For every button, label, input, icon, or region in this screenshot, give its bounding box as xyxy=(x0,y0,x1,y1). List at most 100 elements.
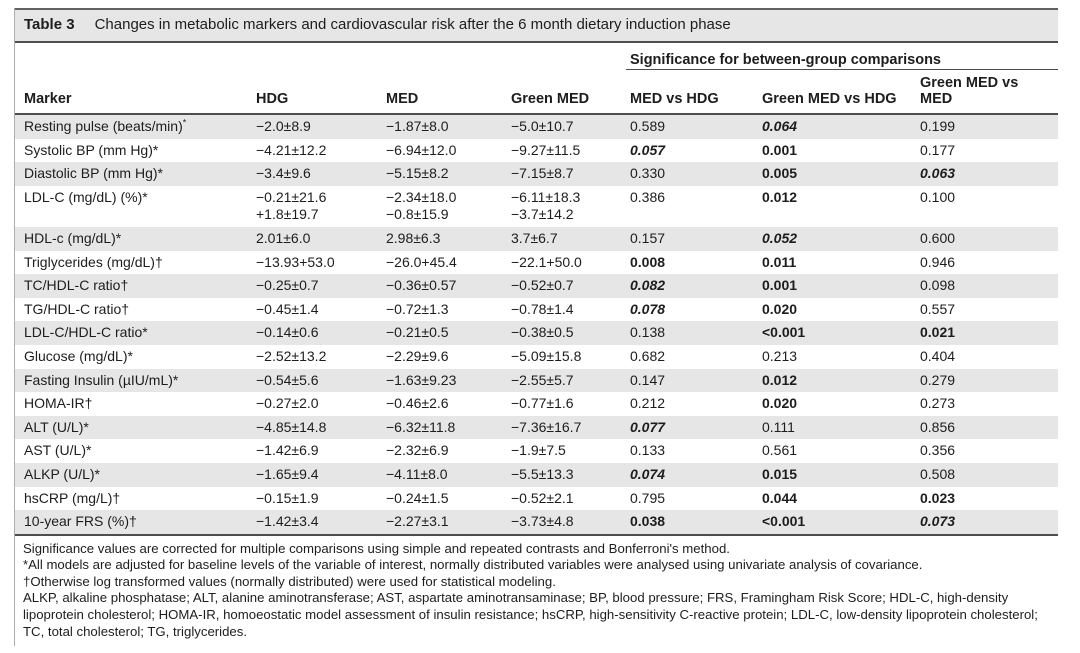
table-header: Significance for between-group compariso… xyxy=(15,43,1059,115)
significance-cell: 0.682 xyxy=(630,347,666,364)
significance-cell: 0.077 xyxy=(630,418,666,435)
column-header: Green MED xyxy=(507,69,626,115)
value-cell-med: −2.32±6.9 xyxy=(386,442,449,459)
column-header: Marker xyxy=(15,69,252,115)
marker-label: HOMA-IR† xyxy=(24,395,93,412)
results-table: Significance for between-group compariso… xyxy=(15,43,1059,536)
significance-cell: 0.404 xyxy=(920,347,956,364)
marker-cell: HOMA-IR† xyxy=(15,392,252,416)
significance-cell: 0.330 xyxy=(630,165,666,182)
significance-cell: 0.082 xyxy=(630,277,666,294)
significance-cell: <0.001 xyxy=(758,510,916,536)
marker-label: LDL-C (mg/dL) (%)* xyxy=(24,188,148,205)
footnotes: Significance values are corrected for mu… xyxy=(15,536,1058,647)
table-row: TG/HDL-C ratio† −0.45±1.4 −0.72±1.3 −0.78±1… xyxy=(15,298,1058,322)
significance-cell: 0.199 xyxy=(920,118,956,134)
marker-label: Systolic BP (mm Hg)* xyxy=(24,141,159,158)
table-row: ALT (U/L)* −4.85±14.8 −6.32±11.8 −7.36±16.7… xyxy=(15,415,1059,440)
value-cell-hdg: −1.65±9.4 xyxy=(256,465,319,482)
value-cell-med: −1.87±8.0 xyxy=(386,118,449,134)
table-row: Systolic BP (mm Hg)* −4.21±12.2 −6.94±12.0… xyxy=(15,139,1058,163)
significance-cell: 0.074 xyxy=(630,465,666,482)
marker-cell: LDL-C (mg/dL) (%)* xyxy=(15,186,252,227)
footnote-line: Significance values are corrected for mu… xyxy=(23,540,730,556)
column-header: MED vs HDG xyxy=(626,69,758,115)
table-row: HDL-c (mg/dL)* 2.01±6.0 2.98±6.3 3.7±6.7 0.1… xyxy=(15,226,1059,251)
marker-label: Fasting Insulin (µIU/mL)* xyxy=(24,371,179,388)
significance-cell: 0.012 xyxy=(762,188,798,205)
significance-cell: 0.011 xyxy=(762,253,797,270)
footnote-line: *All models are adjusted for baseline le… xyxy=(23,557,923,573)
significance-cell: 0.386 xyxy=(630,188,666,205)
marker-label: HDL-c (mg/dL)* xyxy=(24,229,122,246)
value-cell-green-med: −5.09±15.8 xyxy=(511,347,582,364)
value-cell-green-med: −6.11±18.3 −3.7±14.2 xyxy=(511,188,581,223)
column-header: Green MED vs HDG xyxy=(758,69,916,115)
marker-cell: Fasting Insulin (µIU/mL)* xyxy=(15,369,252,393)
value-cell-med: −26.0+45.4 xyxy=(386,253,457,270)
table-row: Diastolic BP (mm Hg)* −3.4±9.6 −5.15±8.2 −7… xyxy=(15,162,1059,186)
significance-cell: 0.600 xyxy=(920,229,956,246)
value-cell-hdg: −0.45±1.4 xyxy=(256,300,319,317)
table-row: Fasting Insulin (µIU/mL)* −0.54±5.6 −1.63±… xyxy=(15,368,1059,393)
significance-cell: 0.795 xyxy=(630,489,666,506)
value-cell-hdg: −4.21±12.2 xyxy=(256,141,327,158)
value-cell-green-med: 3.7±6.7 xyxy=(511,229,558,246)
value-cell-green-med: −9.27±11.5 xyxy=(511,141,581,158)
value-cell-hdg: −0.54±5.6 xyxy=(256,371,319,388)
table-row: Resting pulse (beats/min)* −2.0±8.9 −1.87±… xyxy=(15,114,1059,139)
value-cell-green-med: −22.1+50.0 xyxy=(511,253,582,270)
table-row: 10-year FRS (%)† −1.42±3.4 −2.27±3.1 −3.73±… xyxy=(15,510,1059,536)
table-row: LDL-C/HDL-C ratio* −0.14±0.6 −0.21±0.5 −0.3… xyxy=(15,321,1059,345)
value-cell-green-med: −2.55±5.7 xyxy=(511,371,574,388)
significance-cell: 0.157 xyxy=(630,229,666,246)
value-cell-hdg: −3.4±9.6 xyxy=(256,165,311,182)
value-cell-med: −0.24±1.5 xyxy=(386,489,449,506)
significance-cell: 0.063 xyxy=(920,165,956,182)
significance-cell: 0.098 xyxy=(920,277,956,294)
value-cell-hdg: −13.93+53.0 xyxy=(256,253,335,270)
significance-cell: 0.021 xyxy=(920,324,956,341)
value-cell-med: −6.32±11.8 xyxy=(386,418,456,435)
marker-cell: Systolic BP (mm Hg)* xyxy=(15,139,252,163)
value-cell-green-med: −1.9±7.5 xyxy=(511,442,566,459)
significance-cell: 0.057 xyxy=(630,141,666,158)
value-cell-med: −2.27±3.1 xyxy=(382,510,507,536)
marker-label: TG/HDL-C ratio† xyxy=(24,300,130,317)
footnote-line: ALKP, alkaline phosphatase; ALT, alanine… xyxy=(23,590,1038,639)
value-cell-green-med: −3.73±4.8 xyxy=(507,510,626,536)
value-cell-hdg: −0.27±2.0 xyxy=(256,395,319,412)
significance-cell: 0.044 xyxy=(762,489,798,506)
value-cell-green-med: −5.5±13.3 xyxy=(511,465,574,482)
significance-cell: 0.012 xyxy=(762,371,798,388)
significance-cell: 0.020 xyxy=(762,395,798,412)
significance-cell: 0.273 xyxy=(920,395,956,412)
significance-cell: 0.133 xyxy=(630,442,666,459)
value-cell-med: −1.63±9.23 xyxy=(386,371,457,388)
marker-footnote-symbol: * xyxy=(182,117,187,128)
marker-cell: Glucose (mg/dL)* xyxy=(15,345,252,369)
table-row: HOMA-IR† −0.27±2.0 −0.46±2.6 −0.77±1.6 0.212… xyxy=(15,392,1058,416)
spanning-header-spacer xyxy=(15,43,626,70)
significance-span-header: Significance for between-group compariso… xyxy=(626,43,1059,70)
value-cell-hdg: −1.42±3.4 xyxy=(252,510,382,536)
significance-cell: 0.001 xyxy=(762,277,798,294)
marker-label: Triglycerides (mg/dL)† xyxy=(24,253,163,270)
table-row: AST (U/L)* −1.42±6.9 −2.32±6.9 −1.9±7.5 0.13… xyxy=(15,439,1058,463)
marker-cell: Diastolic BP (mm Hg)* xyxy=(15,162,252,186)
value-cell-green-med: −5.0±10.7 xyxy=(511,118,574,134)
marker-cell: AST (U/L)* xyxy=(15,439,252,463)
significance-cell: 0.557 xyxy=(920,300,956,317)
value-cell-med: 2.98±6.3 xyxy=(386,229,441,246)
significance-cell: 0.064 xyxy=(762,118,798,134)
value-cell-med: −0.21±0.5 xyxy=(386,324,449,341)
value-cell-med: −2.29±9.6 xyxy=(386,347,449,364)
marker-label: AST (U/L)* xyxy=(24,442,92,459)
marker-cell: Triglycerides (mg/dL)† xyxy=(15,251,252,275)
table-row: Glucose (mg/dL)* −2.52±13.2 −2.29±9.6 −5.09… xyxy=(15,345,1058,369)
significance-cell: 0.073 xyxy=(916,510,1059,536)
value-cell-green-med: −0.77±1.6 xyxy=(511,395,574,412)
significance-cell: 0.213 xyxy=(762,347,798,364)
value-cell-green-med: −7.36±16.7 xyxy=(511,418,582,435)
value-cell-hdg: −2.52±13.2 xyxy=(256,347,327,364)
